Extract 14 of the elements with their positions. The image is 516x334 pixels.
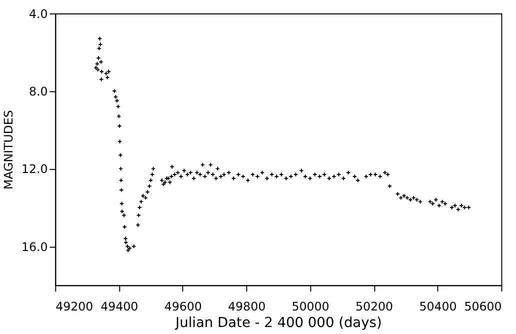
y-axis-title: MAGNITUDES — [2, 110, 16, 190]
x-tick-label: 49600 — [164, 299, 202, 314]
y-tick-label: 8.0 — [28, 84, 48, 98]
x-tick-label: 49200 — [56, 299, 94, 314]
y-tick-label: 16.0 — [21, 240, 48, 254]
x-tick-label: 50400 — [419, 299, 457, 314]
x-axis-title: Julian Date - 2 400 000 (days) — [174, 315, 382, 332]
x-tick-label: 49800 — [228, 299, 266, 314]
x-tick-label: 49400 — [100, 299, 138, 314]
x-tick-label: 50200 — [356, 299, 394, 314]
y-tick-label: 4.0 — [28, 6, 48, 21]
y-tick-label: 12.0 — [21, 162, 48, 176]
x-tick-label: 50000 — [292, 299, 330, 314]
x-tick-label: 50600 — [464, 299, 502, 314]
